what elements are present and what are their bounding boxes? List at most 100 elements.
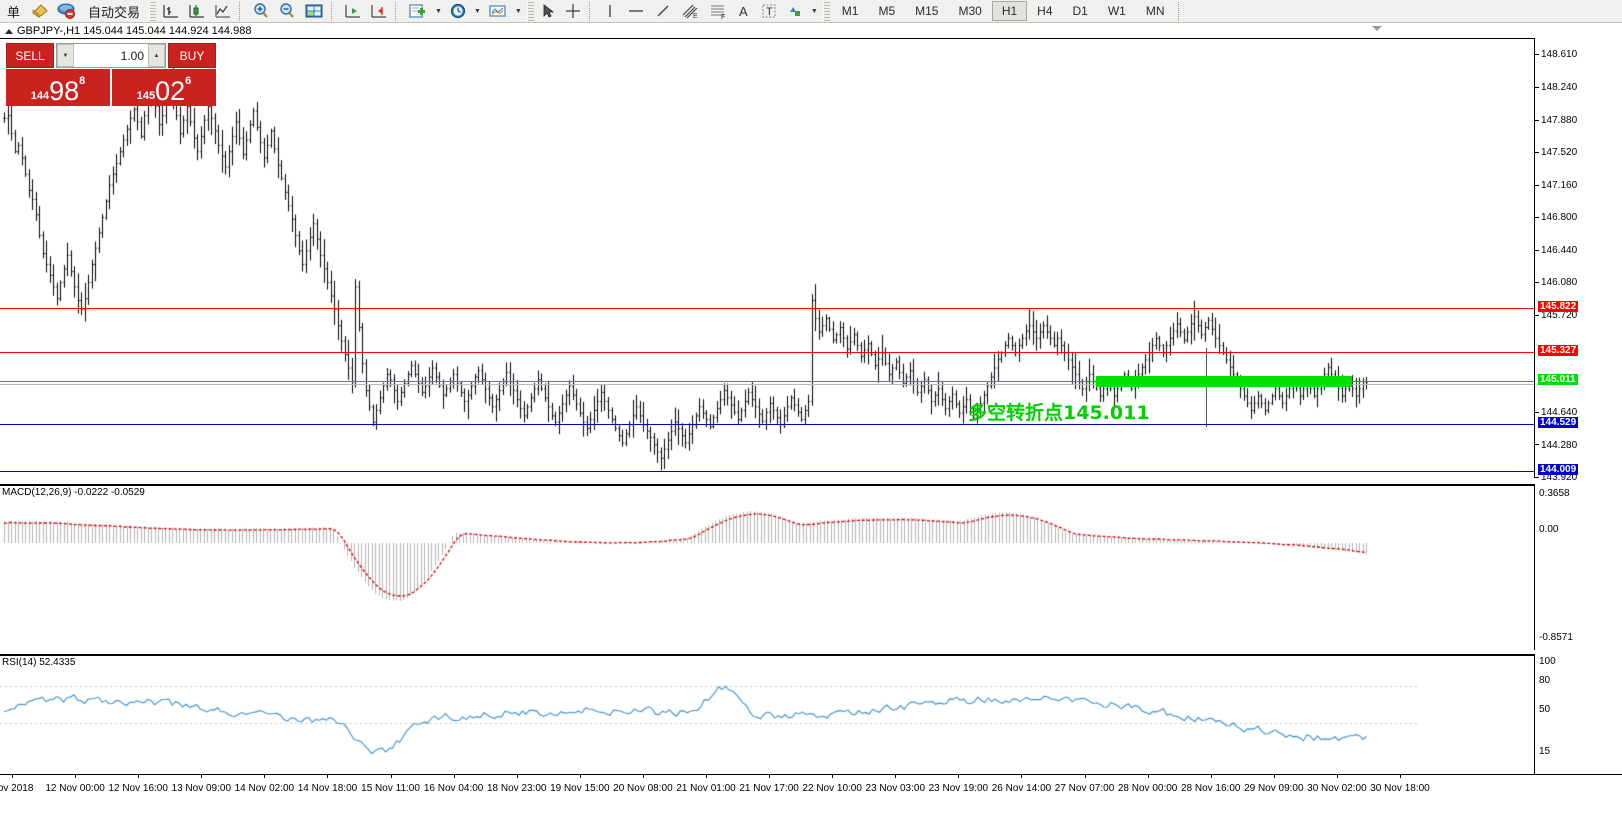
time-tick xyxy=(769,775,771,778)
buy-price-fraction: 6 xyxy=(185,75,192,87)
zoom-out-icon[interactable] xyxy=(274,1,300,22)
time-axis-label: 14 Nov 02:00 xyxy=(234,783,295,794)
rsi-tick-15: 15 xyxy=(1539,746,1551,757)
indicators-dropdown-caret-icon[interactable]: ▼ xyxy=(514,7,522,15)
price-level-label[interactable]: 144.009 xyxy=(1538,463,1579,475)
price-chart-canvas[interactable] xyxy=(0,39,1534,479)
templates-icon[interactable] xyxy=(404,1,432,22)
timeframe-d1[interactable]: D1 xyxy=(1072,4,1088,18)
price-tick: 146.440 xyxy=(1535,245,1577,256)
time-tick xyxy=(1336,775,1338,778)
time-tick xyxy=(1273,775,1275,778)
price-tick: 145.720 xyxy=(1535,310,1577,321)
price-tick: 147.880 xyxy=(1535,115,1577,126)
price-scale[interactable]: 148.610 148.240 147.880 147.520 147.160 146.8… xyxy=(1534,38,1622,483)
equidistant-channel-icon[interactable]: E xyxy=(676,1,704,22)
support-line-144009[interactable] xyxy=(0,470,1534,472)
price-level-label[interactable]: 145.327 xyxy=(1538,345,1579,357)
pointer-icon[interactable] xyxy=(536,1,560,22)
time-tick xyxy=(327,775,329,778)
candlestick-chart-icon[interactable] xyxy=(184,1,210,22)
buy-price-display[interactable]: 145 02 6 xyxy=(112,69,216,106)
time-tick xyxy=(516,775,518,778)
price-chart-pane[interactable]: 多空转折点145.011 xyxy=(0,38,1534,479)
timeframe-m30[interactable]: M30 xyxy=(958,4,982,18)
auto-scroll-icon[interactable] xyxy=(366,1,392,22)
time-tick xyxy=(642,775,644,778)
pivot-zone-marker[interactable] xyxy=(1096,375,1352,387)
text-box-icon[interactable]: T xyxy=(756,1,782,22)
vertical-line-icon[interactable] xyxy=(598,1,622,22)
time-axis-label: 13 Nov 09:00 xyxy=(171,783,232,794)
buy-button[interactable]: BUY xyxy=(168,43,216,68)
tile-windows-icon[interactable] xyxy=(300,1,328,22)
timeframe-h1[interactable]: H1 xyxy=(991,1,1028,21)
lot-increase-button[interactable]: ▲ xyxy=(148,44,165,67)
main-toolbar: 单 自动交易 xyxy=(0,0,1622,23)
indicators-icon[interactable] xyxy=(484,1,512,22)
zoom-in-icon[interactable] xyxy=(248,1,274,22)
resistance-line-145327[interactable] xyxy=(0,352,1534,354)
macd-pane[interactable]: MACD(12,26,9) -0.0222 -0.0529 xyxy=(0,484,1534,652)
toolbar-grip-3[interactable] xyxy=(822,1,830,21)
time-axis-label: 26 Nov 14:00 xyxy=(991,783,1052,794)
buy-price-main: 02 xyxy=(155,76,186,106)
templates-dropdown-caret-icon[interactable]: ▼ xyxy=(435,7,442,15)
pivot-line-145011[interactable] xyxy=(0,380,1534,382)
period-dropdown-caret-icon[interactable]: ▼ xyxy=(473,7,481,15)
price-level-label[interactable]: 144.529 xyxy=(1538,417,1579,429)
toolbar-grip-1[interactable] xyxy=(149,1,157,21)
bar-chart-icon[interactable] xyxy=(158,1,184,22)
support-line-144529[interactable] xyxy=(0,424,1534,426)
rsi-pane[interactable]: RSI(14) 52.4335 xyxy=(0,654,1534,776)
price-tick: 143.920 xyxy=(1535,472,1577,483)
trend-line-icon[interactable] xyxy=(650,1,676,22)
vertical-marker-line[interactable] xyxy=(1206,348,1207,427)
expert-advisor-icon[interactable] xyxy=(27,1,53,22)
crosshair-icon[interactable] xyxy=(560,1,586,22)
sell-button[interactable]: SELL xyxy=(6,43,54,68)
timeframe-h4[interactable]: H4 xyxy=(1037,4,1053,18)
rsi-canvas[interactable] xyxy=(0,656,1534,776)
timeframe-m15[interactable]: M15 xyxy=(915,4,939,18)
auto-trading-label: 自动交易 xyxy=(88,4,141,20)
chart-shift-marker-icon[interactable] xyxy=(1372,26,1382,31)
time-tick xyxy=(264,775,266,778)
time-tick xyxy=(12,775,13,778)
time-axis-label: 23 Nov 19:00 xyxy=(928,783,989,794)
price-level-label[interactable]: 145.822 xyxy=(1538,300,1579,312)
shapes-icon[interactable] xyxy=(782,1,808,22)
auto-trading-button[interactable]: 自动交易 xyxy=(81,1,147,22)
period-icon[interactable] xyxy=(445,1,471,22)
toolbar-separator-5 xyxy=(1177,1,1184,21)
time-tick xyxy=(1210,775,1212,778)
text-label-icon[interactable]: A xyxy=(732,1,756,22)
timeframe-m1[interactable]: M1 xyxy=(841,4,859,18)
orders-menu-button[interactable]: 单 xyxy=(0,1,27,22)
pivot-line-secondary[interactable] xyxy=(0,383,1534,385)
lot-size-input[interactable]: 1.00 xyxy=(120,48,144,63)
auto-trading-icon[interactable] xyxy=(53,1,81,22)
resistance-line-145822[interactable] xyxy=(0,307,1534,309)
lot-decrease-button[interactable]: ▼ xyxy=(57,44,74,67)
fibonacci-retracement-icon[interactable]: F xyxy=(704,1,732,22)
macd-canvas[interactable] xyxy=(0,486,1534,652)
line-chart-icon[interactable] xyxy=(210,1,236,22)
timeframe-mn[interactable]: MN xyxy=(1145,4,1165,18)
shapes-dropdown-caret-icon[interactable]: ▼ xyxy=(810,7,818,15)
sell-price-prefix: 144 xyxy=(30,90,50,102)
chart-shift-icon[interactable] xyxy=(340,1,366,22)
price-level-label[interactable]: 145.011 xyxy=(1538,373,1578,385)
symbol-ohlc-label: GBPJPY-,H1 145.044 145.044 144.924 144.9… xyxy=(17,25,252,37)
timeframe-m5[interactable]: M5 xyxy=(878,4,896,18)
one-click-trading-panel[interactable]: SELL ▼ 1.00 ▲ BUY 144 98 8 145 02 6 xyxy=(6,43,216,106)
time-axis-label: 30 Nov 02:00 xyxy=(1307,783,1367,794)
horizontal-line-icon[interactable] xyxy=(622,1,650,22)
collapse-triangle-icon[interactable] xyxy=(5,28,13,34)
lot-size-stepper[interactable]: ▼ 1.00 ▲ xyxy=(56,43,166,68)
toolbar-grip-2[interactable] xyxy=(526,1,534,21)
timeframe-w1[interactable]: W1 xyxy=(1107,4,1126,18)
price-tick: 148.610 xyxy=(1535,49,1577,60)
time-axis-label: 15 Nov 11:00 xyxy=(361,783,420,794)
sell-price-display[interactable]: 144 98 8 xyxy=(6,69,110,106)
